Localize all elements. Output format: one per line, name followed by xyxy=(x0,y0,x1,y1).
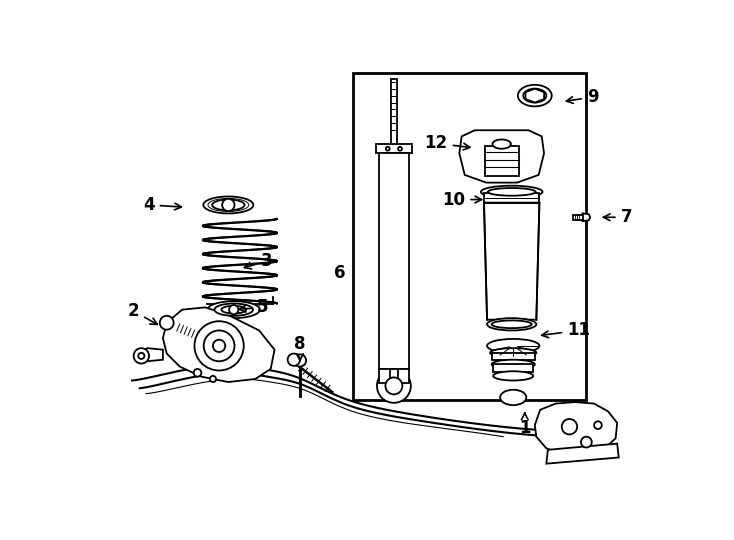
Bar xyxy=(353,72,586,400)
Ellipse shape xyxy=(492,360,535,369)
Bar xyxy=(493,364,534,372)
Circle shape xyxy=(134,348,149,363)
Bar xyxy=(390,79,397,150)
Text: 7: 7 xyxy=(603,208,632,226)
Text: 4: 4 xyxy=(143,196,181,214)
Circle shape xyxy=(195,321,244,370)
Text: 5: 5 xyxy=(239,298,269,316)
Text: 1: 1 xyxy=(519,413,531,437)
Ellipse shape xyxy=(481,186,542,198)
Circle shape xyxy=(138,353,145,359)
Polygon shape xyxy=(136,348,163,361)
Ellipse shape xyxy=(490,348,537,357)
Ellipse shape xyxy=(493,139,511,148)
Circle shape xyxy=(386,147,390,151)
Circle shape xyxy=(385,377,402,394)
Ellipse shape xyxy=(492,320,531,328)
Circle shape xyxy=(160,316,174,330)
Ellipse shape xyxy=(493,372,534,381)
Polygon shape xyxy=(459,130,544,183)
Circle shape xyxy=(194,369,201,377)
Circle shape xyxy=(213,340,225,352)
Ellipse shape xyxy=(488,188,536,195)
Ellipse shape xyxy=(487,339,539,353)
Text: 10: 10 xyxy=(443,191,482,208)
Polygon shape xyxy=(379,369,390,383)
Circle shape xyxy=(562,419,577,434)
Polygon shape xyxy=(163,307,275,382)
Polygon shape xyxy=(526,89,544,103)
Text: 11: 11 xyxy=(542,321,590,340)
Ellipse shape xyxy=(487,318,537,330)
Circle shape xyxy=(594,421,602,429)
Text: 8: 8 xyxy=(294,335,305,361)
Text: 6: 6 xyxy=(334,264,346,282)
Ellipse shape xyxy=(214,303,253,316)
Ellipse shape xyxy=(203,197,253,213)
Polygon shape xyxy=(535,402,617,456)
Bar xyxy=(484,146,519,177)
Text: 9: 9 xyxy=(567,88,598,106)
Text: 2: 2 xyxy=(128,302,157,325)
Circle shape xyxy=(204,330,234,361)
Ellipse shape xyxy=(500,390,526,405)
Bar xyxy=(573,215,583,220)
Polygon shape xyxy=(581,213,590,221)
Bar xyxy=(376,144,412,153)
Circle shape xyxy=(377,369,411,403)
Circle shape xyxy=(288,354,300,366)
Ellipse shape xyxy=(523,89,546,103)
Ellipse shape xyxy=(208,301,260,318)
Polygon shape xyxy=(398,369,409,383)
Circle shape xyxy=(581,437,592,448)
Bar xyxy=(379,153,409,369)
Polygon shape xyxy=(484,202,539,320)
Ellipse shape xyxy=(222,306,246,314)
Ellipse shape xyxy=(518,85,552,106)
Text: 12: 12 xyxy=(425,134,470,152)
Bar xyxy=(492,353,535,361)
Text: 3: 3 xyxy=(244,252,272,270)
Circle shape xyxy=(229,305,239,314)
Ellipse shape xyxy=(212,200,244,211)
Circle shape xyxy=(210,376,216,382)
Circle shape xyxy=(222,199,234,211)
Circle shape xyxy=(294,354,306,367)
Bar xyxy=(484,193,539,204)
Polygon shape xyxy=(546,444,619,464)
Circle shape xyxy=(398,147,402,151)
